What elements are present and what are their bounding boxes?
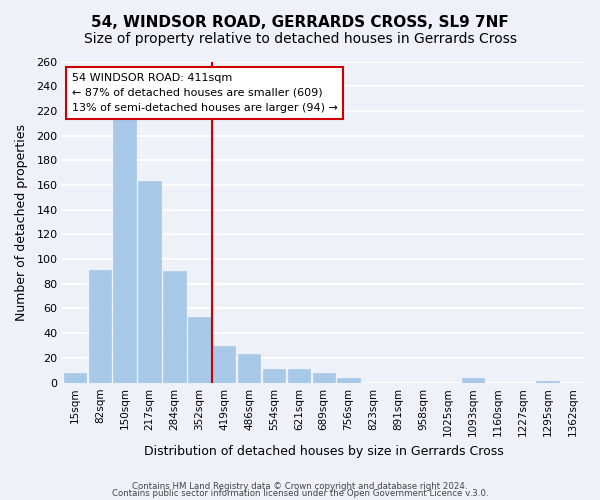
Bar xyxy=(337,378,360,382)
Bar xyxy=(113,118,136,382)
Text: Size of property relative to detached houses in Gerrards Cross: Size of property relative to detached ho… xyxy=(83,32,517,46)
Y-axis label: Number of detached properties: Number of detached properties xyxy=(15,124,28,320)
Text: Contains HM Land Registry data © Crown copyright and database right 2024.: Contains HM Land Registry data © Crown c… xyxy=(132,482,468,491)
Bar xyxy=(89,270,111,382)
X-axis label: Distribution of detached houses by size in Gerrards Cross: Distribution of detached houses by size … xyxy=(144,444,503,458)
Bar xyxy=(139,182,161,382)
Text: 54, WINDSOR ROAD, GERRARDS CROSS, SL9 7NF: 54, WINDSOR ROAD, GERRARDS CROSS, SL9 7N… xyxy=(91,15,509,30)
Bar xyxy=(313,372,335,382)
Bar xyxy=(462,378,484,382)
Bar xyxy=(163,272,185,382)
Bar xyxy=(64,372,86,382)
Bar xyxy=(188,317,211,382)
Bar xyxy=(213,346,235,383)
Text: Contains public sector information licensed under the Open Government Licence v.: Contains public sector information licen… xyxy=(112,490,488,498)
Bar xyxy=(263,369,285,382)
Bar xyxy=(238,354,260,382)
Bar xyxy=(287,369,310,382)
Text: 54 WINDSOR ROAD: 411sqm
← 87% of detached houses are smaller (609)
13% of semi-d: 54 WINDSOR ROAD: 411sqm ← 87% of detache… xyxy=(72,72,338,113)
